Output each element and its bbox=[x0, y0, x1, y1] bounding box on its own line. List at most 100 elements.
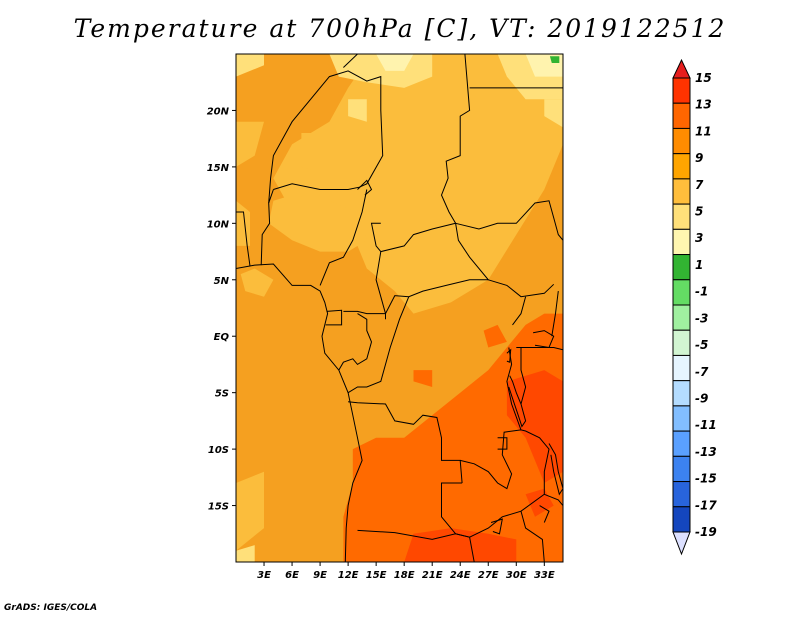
border-line bbox=[338, 313, 373, 371]
border-line bbox=[516, 347, 563, 351]
colorbar-label: -7 bbox=[695, 365, 709, 379]
lat-tick-label: 5N bbox=[214, 276, 230, 287]
border-line bbox=[357, 529, 475, 562]
lake-outline bbox=[548, 443, 563, 496]
field-5-7 bbox=[236, 545, 255, 562]
lon-tick-label: 3E bbox=[257, 570, 271, 581]
lake-outline bbox=[490, 518, 503, 535]
map-layer bbox=[235, 53, 564, 563]
field-1-3 bbox=[549, 56, 560, 63]
lakes bbox=[357, 179, 563, 535]
field-5-7 bbox=[544, 99, 563, 128]
lon-tick-label: 24E bbox=[450, 570, 471, 581]
border-line bbox=[380, 222, 490, 314]
lat-tick-label: EQ bbox=[214, 332, 230, 343]
colorbar-swatch bbox=[672, 304, 691, 331]
lon-tick-label: 18E bbox=[394, 570, 415, 581]
lat-tick-label: 15N bbox=[207, 163, 230, 174]
border-line bbox=[544, 493, 563, 506]
colorbar-swatch bbox=[672, 77, 691, 104]
axis-layer: 20N 15N 10N 5N EQ 5S 10S 15S 3E 6E 9E 12E 15E 18E 21E 2… bbox=[207, 106, 555, 581]
colorbar-swatch bbox=[672, 279, 691, 306]
border-line bbox=[268, 70, 384, 204]
grads-credit: GrADS: IGES/COLA bbox=[4, 603, 98, 613]
border-line bbox=[460, 429, 522, 490]
lon-tick-label: 30E bbox=[506, 570, 527, 581]
border-line bbox=[236, 263, 363, 562]
border-line bbox=[469, 429, 550, 538]
border-line bbox=[551, 291, 559, 337]
colorbar-swatch bbox=[672, 481, 691, 508]
border-line bbox=[343, 54, 358, 68]
colorbar-label: 7 bbox=[695, 178, 704, 192]
border-line bbox=[343, 310, 386, 315]
border-line bbox=[347, 296, 410, 394]
colorbar-label: -11 bbox=[695, 418, 717, 432]
colorbar-label: 13 bbox=[695, 98, 712, 112]
colorbar-swatch bbox=[672, 354, 691, 382]
colorbar-label: -9 bbox=[695, 391, 708, 405]
lat-tick-label: 15S bbox=[208, 502, 229, 513]
colorbar-swatch bbox=[672, 228, 691, 256]
colorbar: 15 13 11 9 7 5 3 1 -1 -3 -5 -7 -9 -11 -13 -15 -17 -19 bbox=[672, 58, 717, 556]
colorbar-swatch bbox=[672, 329, 691, 356]
colorbar-label: -13 bbox=[695, 445, 717, 459]
border-line bbox=[512, 296, 527, 326]
colorbar-label: 3 bbox=[695, 231, 703, 245]
colorbar-swatch bbox=[672, 153, 691, 180]
colorbar-swatch bbox=[672, 127, 691, 155]
lake-outline bbox=[357, 179, 373, 196]
lon-tick-label: 12E bbox=[338, 570, 359, 581]
colorbar-label: 5 bbox=[695, 205, 703, 219]
colorbar-swatch bbox=[672, 430, 691, 457]
colorbar-label: -5 bbox=[695, 338, 708, 352]
chart-title: Temperature at 700hPa [C], VT: 201912251… bbox=[73, 14, 727, 43]
lat-tick-label: 20N bbox=[207, 106, 230, 117]
colorbar-label: 11 bbox=[695, 124, 712, 138]
colorbar-label: -19 bbox=[695, 525, 717, 539]
lat-tick-label: 10S bbox=[208, 445, 229, 456]
colorbar-label: 1 bbox=[695, 258, 703, 272]
field-7-9 bbox=[236, 121, 264, 167]
lon-tick-label: 6E bbox=[285, 570, 299, 581]
colorbar-swatch bbox=[672, 405, 691, 432]
border-line bbox=[520, 347, 527, 405]
colorbar-label: -1 bbox=[695, 285, 708, 299]
colorbar-swatch bbox=[672, 380, 691, 407]
border-line bbox=[319, 189, 368, 286]
colorbar-top-arrow bbox=[672, 58, 691, 79]
border-line bbox=[506, 347, 522, 431]
border-line bbox=[325, 309, 343, 326]
colorbar-label: -17 bbox=[695, 498, 717, 512]
map-frame bbox=[235, 53, 564, 563]
country-borders bbox=[236, 54, 563, 562]
colorbar-swatch bbox=[672, 455, 691, 483]
field-13-15 bbox=[506, 370, 563, 483]
field-7-9 bbox=[273, 54, 563, 314]
lake-outline bbox=[533, 330, 555, 349]
colorbar-label: 9 bbox=[695, 151, 703, 165]
lake-outline bbox=[539, 505, 550, 523]
field-11-13 bbox=[413, 370, 433, 387]
lat-tick-label: 5S bbox=[215, 389, 229, 400]
lake-outline bbox=[497, 437, 508, 450]
border-line bbox=[236, 211, 251, 267]
colorbar-swatch bbox=[672, 102, 691, 129]
field-7-9 bbox=[268, 195, 367, 252]
border-line bbox=[455, 200, 563, 241]
lon-tick-label: 27E bbox=[478, 570, 499, 581]
field-5-7 bbox=[348, 99, 367, 122]
colorbar-swatch bbox=[672, 254, 691, 281]
lat-tick-label: 10N bbox=[207, 219, 230, 230]
field-7-9 bbox=[301, 133, 339, 173]
border-line bbox=[440, 54, 471, 224]
border-line bbox=[260, 189, 274, 266]
colorbar-label: -15 bbox=[695, 472, 717, 486]
field-3-5 bbox=[376, 54, 414, 71]
border-line bbox=[520, 511, 545, 562]
field-7-9 bbox=[240, 268, 274, 297]
temperature-field bbox=[236, 54, 563, 562]
colorbar-label: -3 bbox=[695, 311, 708, 325]
lon-tick-label: 33E bbox=[534, 570, 555, 581]
